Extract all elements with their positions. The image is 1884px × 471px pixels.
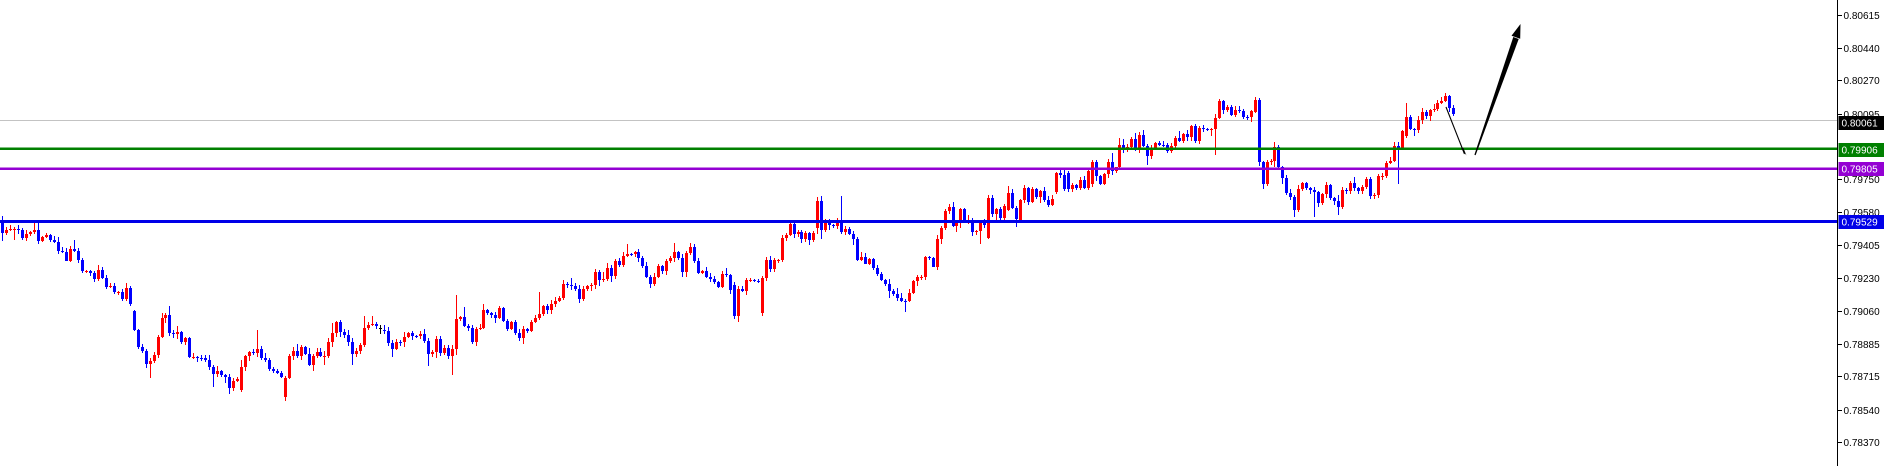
svg-text:0.78885: 0.78885 xyxy=(1844,340,1881,351)
svg-text:0.80440: 0.80440 xyxy=(1844,44,1881,55)
svg-text:0.79750: 0.79750 xyxy=(1844,175,1881,186)
svg-text:0.79529: 0.79529 xyxy=(1842,218,1879,229)
svg-text:0.78715: 0.78715 xyxy=(1844,372,1881,383)
svg-text:0.78540: 0.78540 xyxy=(1844,406,1881,417)
svg-text:0.80270: 0.80270 xyxy=(1844,76,1881,87)
svg-text:0.79405: 0.79405 xyxy=(1844,241,1881,252)
svg-text:0.79060: 0.79060 xyxy=(1844,307,1881,318)
svg-text:0.79906: 0.79906 xyxy=(1842,146,1879,157)
svg-text:0.80615: 0.80615 xyxy=(1844,11,1881,22)
svg-text:0.78370: 0.78370 xyxy=(1844,438,1881,449)
svg-text:0.79805: 0.79805 xyxy=(1842,165,1879,176)
svg-text:0.79230: 0.79230 xyxy=(1844,274,1881,285)
svg-text:0.80061: 0.80061 xyxy=(1842,119,1879,130)
